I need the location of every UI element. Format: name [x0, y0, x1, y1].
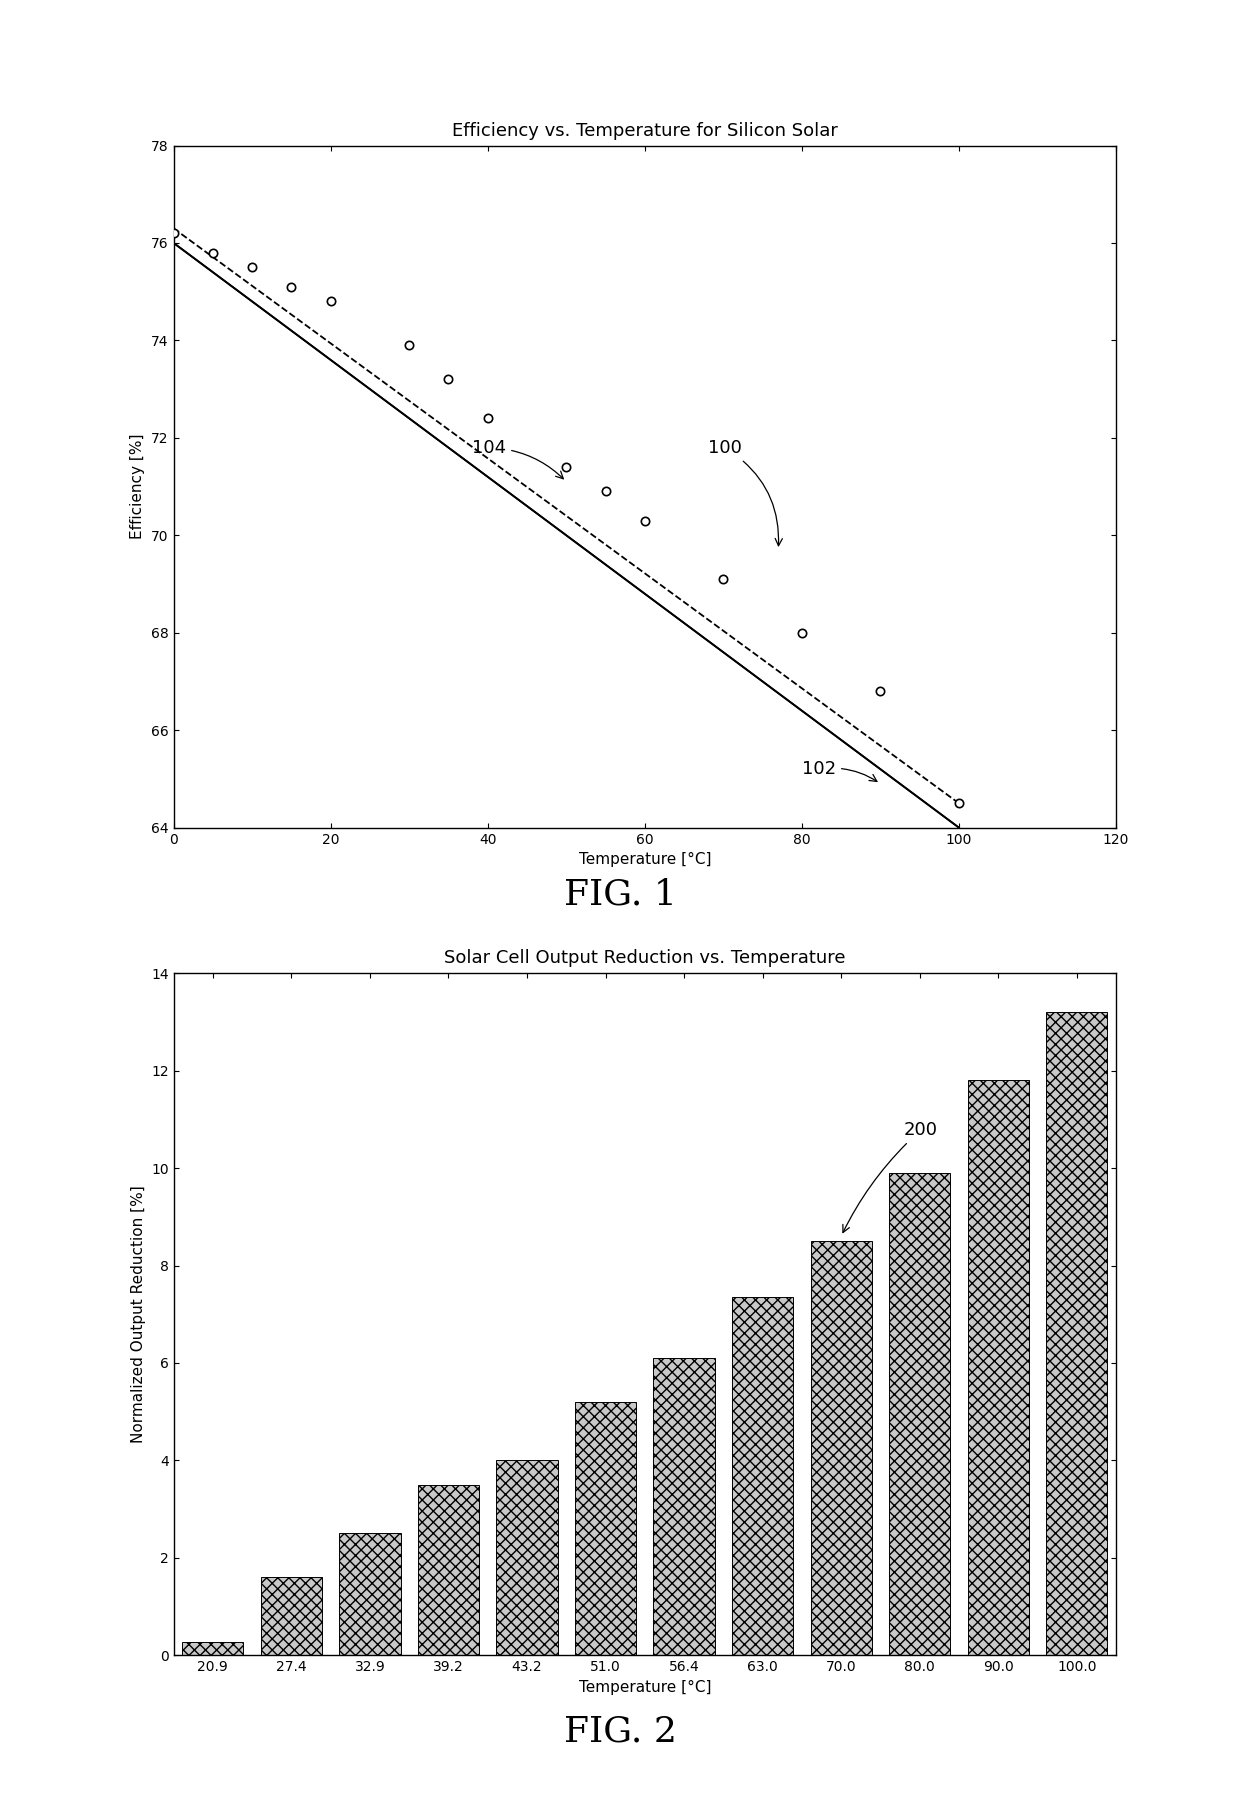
Bar: [653, 1359, 714, 1655]
Bar: [732, 1297, 794, 1655]
Text: FIG. 2: FIG. 2: [563, 1715, 677, 1748]
Bar: [182, 1641, 243, 1655]
Text: 102: 102: [802, 760, 877, 782]
Text: FIG. 1: FIG. 1: [563, 879, 677, 911]
Y-axis label: Normalized Output Reduction [%]: Normalized Output Reduction [%]: [130, 1186, 145, 1442]
Text: 104: 104: [472, 438, 563, 478]
Bar: [811, 1241, 872, 1655]
Title: Efficiency vs. Temperature for Silicon Solar: Efficiency vs. Temperature for Silicon S…: [451, 122, 838, 140]
Bar: [260, 1577, 322, 1655]
Text: 100: 100: [708, 438, 782, 546]
X-axis label: Temperature [°C]: Temperature [°C]: [579, 1679, 711, 1695]
Bar: [340, 1533, 401, 1655]
Title: Solar Cell Output Reduction vs. Temperature: Solar Cell Output Reduction vs. Temperat…: [444, 950, 846, 968]
Bar: [418, 1484, 479, 1655]
Y-axis label: Efficiency [%]: Efficiency [%]: [130, 435, 145, 538]
Bar: [967, 1080, 1029, 1655]
Text: 200: 200: [843, 1121, 937, 1233]
Bar: [575, 1402, 636, 1655]
X-axis label: Temperature [°C]: Temperature [°C]: [579, 851, 711, 868]
Bar: [496, 1461, 558, 1655]
Bar: [889, 1173, 950, 1655]
Bar: [1047, 1011, 1107, 1655]
